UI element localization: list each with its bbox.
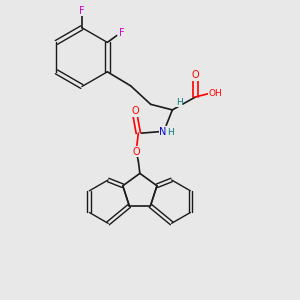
Text: F: F: [119, 28, 125, 38]
Text: F: F: [79, 6, 85, 16]
Text: H: H: [176, 98, 183, 107]
Text: H: H: [167, 128, 174, 137]
Text: OH: OH: [209, 89, 223, 98]
Text: O: O: [131, 106, 139, 116]
Text: N: N: [159, 127, 167, 136]
Text: O: O: [192, 70, 200, 80]
Text: O: O: [133, 147, 141, 157]
